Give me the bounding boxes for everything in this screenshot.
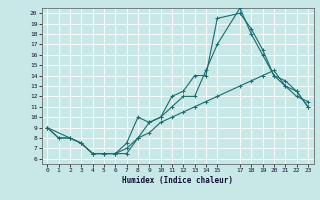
X-axis label: Humidex (Indice chaleur): Humidex (Indice chaleur) bbox=[122, 176, 233, 185]
